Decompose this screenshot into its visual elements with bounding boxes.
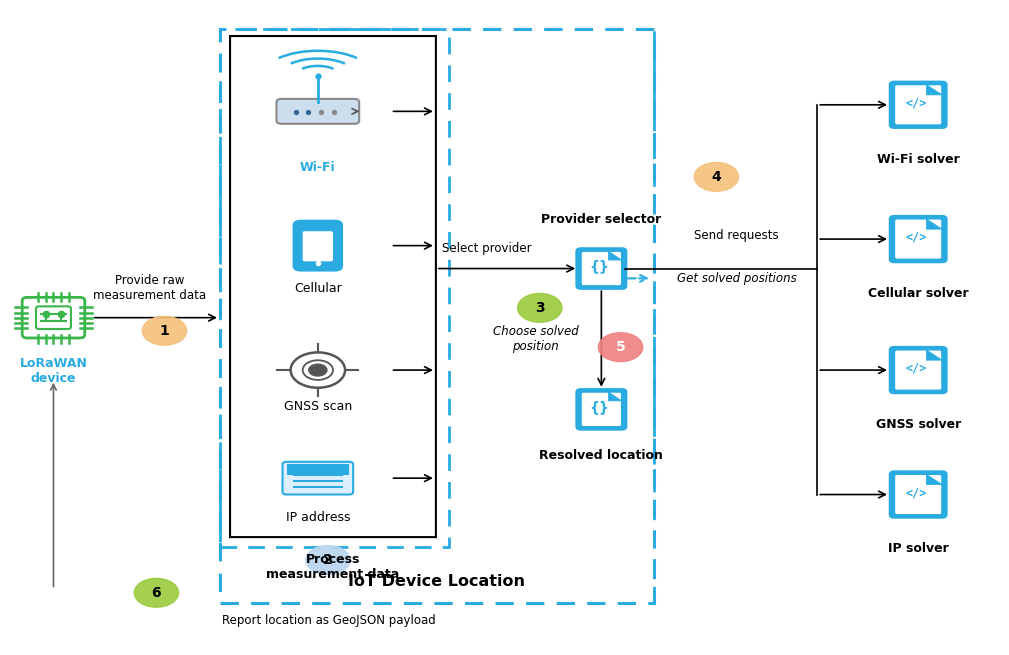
Circle shape — [694, 162, 739, 191]
Text: 6: 6 — [151, 586, 161, 600]
Text: IoT Device Location: IoT Device Location — [348, 574, 526, 589]
Polygon shape — [608, 392, 622, 401]
FancyBboxPatch shape — [577, 390, 626, 429]
Text: 2: 2 — [323, 553, 333, 567]
Polygon shape — [926, 350, 942, 360]
FancyBboxPatch shape — [22, 297, 85, 338]
Text: Report location as GeoJSON payload: Report location as GeoJSON payload — [222, 614, 436, 627]
Text: Provider selector: Provider selector — [541, 213, 662, 226]
FancyBboxPatch shape — [890, 347, 946, 393]
FancyBboxPatch shape — [283, 462, 353, 495]
Circle shape — [134, 578, 179, 607]
Text: {}: {} — [589, 400, 609, 415]
Text: Provide raw
measurement data: Provide raw measurement data — [93, 274, 206, 302]
Circle shape — [309, 364, 327, 376]
Text: LoRaWAN
device: LoRaWAN device — [19, 358, 88, 385]
Text: GNSS solver: GNSS solver — [876, 418, 961, 431]
FancyBboxPatch shape — [895, 350, 941, 390]
Text: </>: </> — [905, 96, 927, 109]
FancyBboxPatch shape — [276, 99, 359, 124]
Text: </>: </> — [905, 486, 927, 499]
FancyBboxPatch shape — [895, 85, 941, 124]
Text: Process
measurement data: Process measurement data — [266, 553, 400, 580]
Text: Cellular: Cellular — [294, 282, 342, 295]
Text: Choose solved
position: Choose solved position — [493, 325, 578, 353]
Polygon shape — [926, 219, 942, 229]
Text: 4: 4 — [711, 170, 721, 184]
Text: Select provider: Select provider — [442, 242, 532, 255]
Text: GNSS scan: GNSS scan — [284, 400, 352, 413]
FancyBboxPatch shape — [230, 36, 436, 537]
FancyBboxPatch shape — [890, 82, 946, 128]
Text: 1: 1 — [159, 324, 170, 338]
Polygon shape — [608, 252, 622, 260]
Text: 5: 5 — [615, 340, 626, 354]
Polygon shape — [926, 474, 942, 485]
Text: Get solved positions: Get solved positions — [677, 272, 796, 285]
Text: IP address: IP address — [286, 511, 350, 524]
Bar — [220, 29, 449, 547]
FancyBboxPatch shape — [895, 219, 941, 259]
Text: 3: 3 — [535, 301, 545, 315]
Circle shape — [306, 546, 350, 574]
FancyBboxPatch shape — [895, 475, 941, 514]
FancyBboxPatch shape — [890, 216, 946, 262]
FancyBboxPatch shape — [582, 393, 621, 426]
FancyBboxPatch shape — [287, 464, 349, 475]
Text: Resolved location: Resolved location — [540, 449, 663, 462]
Text: {}: {} — [589, 259, 609, 274]
Text: Wi-Fi solver: Wi-Fi solver — [877, 153, 960, 166]
Text: Cellular solver: Cellular solver — [868, 287, 969, 300]
FancyBboxPatch shape — [577, 249, 626, 288]
FancyBboxPatch shape — [890, 472, 946, 517]
FancyBboxPatch shape — [36, 307, 71, 329]
Text: </>: </> — [905, 231, 927, 244]
Circle shape — [598, 333, 643, 362]
FancyBboxPatch shape — [294, 221, 342, 271]
FancyBboxPatch shape — [582, 252, 621, 285]
Circle shape — [518, 293, 562, 322]
Text: </>: </> — [905, 362, 927, 375]
Bar — [220, 29, 654, 603]
Text: Wi-Fi: Wi-Fi — [300, 160, 336, 174]
Text: Send requests: Send requests — [694, 229, 779, 242]
Text: IP solver: IP solver — [888, 542, 948, 555]
Circle shape — [142, 316, 187, 345]
Polygon shape — [926, 84, 942, 95]
FancyBboxPatch shape — [303, 231, 333, 261]
